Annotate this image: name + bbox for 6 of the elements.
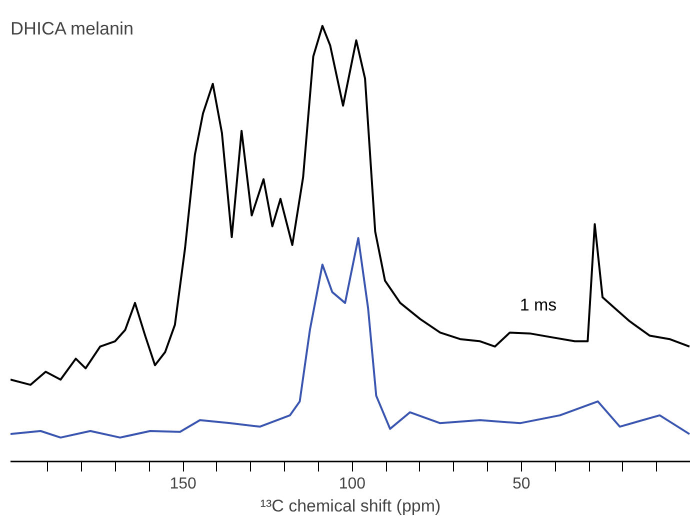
chart-title: DHICA melanin [10,18,134,38]
x-tick-label: 50 [512,476,530,492]
x-axis-title: ¹³C chemical shift (ppm) [260,496,441,516]
x-tick-label: 150 [170,476,196,492]
series-label: 1 ms [520,296,557,315]
x-tick-label: 100 [338,476,366,492]
